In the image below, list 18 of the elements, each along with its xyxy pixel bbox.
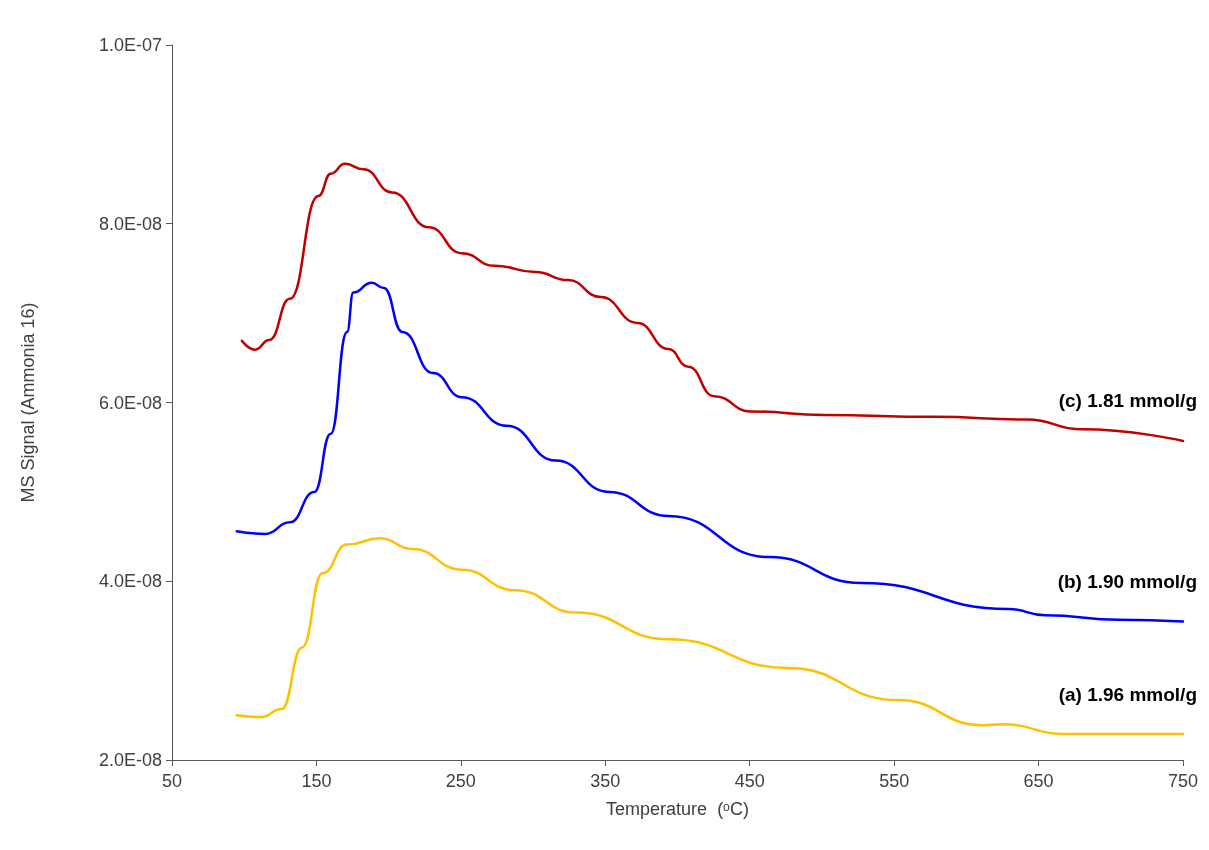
x-tick-label: 650 — [1023, 771, 1054, 791]
x-tick-label: 250 — [445, 771, 476, 791]
y-tick-label: 6.0E-08 — [98, 392, 162, 413]
x-axis-title: Temperature (ᵒC) — [606, 799, 749, 819]
y-tick-label: 4.0E-08 — [98, 571, 162, 592]
x-tick-label: 750 — [1167, 771, 1199, 791]
y-tick-label: 2.0E-08 — [98, 750, 162, 770]
annotation: (b) 1.90 mmol/g — [1057, 570, 1197, 592]
annotation: (a) 1.96 mmol/g — [1058, 683, 1197, 705]
x-tick-label: 550 — [879, 771, 910, 791]
annotation: (c) 1.81 mmol/g — [1058, 390, 1197, 412]
y-tick-label: 8.0E-08 — [98, 213, 162, 234]
y-tick-label: 1.0E-07 — [98, 35, 162, 55]
x-tick-label: 150 — [301, 771, 332, 791]
y-axis-title: MS Signal (Ammonia 16) — [18, 302, 38, 503]
x-tick-label: 450 — [734, 771, 765, 791]
x-tick-label: 350 — [590, 771, 621, 791]
x-tick-label: 50 — [161, 771, 183, 791]
